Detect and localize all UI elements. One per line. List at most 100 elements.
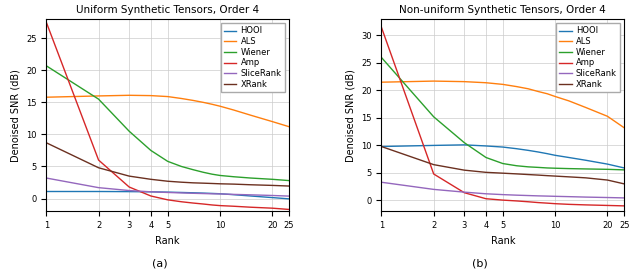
Amp xyxy=(499,198,507,202)
ALS xyxy=(524,87,532,91)
Amp xyxy=(189,201,197,205)
HOOI xyxy=(178,191,186,194)
Amp xyxy=(247,206,255,209)
Amp xyxy=(604,204,611,207)
Amp xyxy=(42,21,50,24)
XRank xyxy=(499,172,507,175)
SliceRank xyxy=(513,193,520,197)
Wiener xyxy=(378,56,385,59)
XRank xyxy=(199,182,207,185)
HOOI xyxy=(268,196,276,199)
SliceRank xyxy=(189,192,197,195)
Amp xyxy=(285,208,293,211)
ALS xyxy=(534,90,542,93)
SliceRank xyxy=(178,191,186,195)
Wiener xyxy=(95,98,102,101)
ALS xyxy=(178,97,186,100)
Amp xyxy=(95,159,102,162)
XRank xyxy=(216,182,224,185)
SliceRank xyxy=(125,189,133,192)
Wiener xyxy=(513,164,520,167)
Amp xyxy=(147,194,155,198)
HOOI xyxy=(208,192,216,195)
HOOI xyxy=(230,193,237,196)
ALS xyxy=(582,106,589,109)
SliceRank xyxy=(565,195,573,198)
SliceRank xyxy=(268,194,276,197)
ALS xyxy=(268,120,276,123)
SliceRank xyxy=(230,193,237,196)
Amp xyxy=(199,202,207,206)
ALS xyxy=(147,94,155,97)
ALS xyxy=(620,126,628,130)
ALS xyxy=(125,94,133,97)
ALS xyxy=(604,115,611,118)
SliceRank xyxy=(247,193,255,196)
Y-axis label: Denoised SNR (dB): Denoised SNR (dB) xyxy=(10,69,20,162)
Amp xyxy=(565,203,573,206)
SliceRank xyxy=(42,176,50,180)
ALS xyxy=(208,103,216,106)
HOOI xyxy=(95,190,102,193)
ALS xyxy=(285,125,293,128)
ALS xyxy=(499,83,507,86)
Wiener xyxy=(125,130,133,133)
Wiener xyxy=(164,160,172,163)
HOOI xyxy=(604,163,611,166)
Amp xyxy=(582,203,589,207)
Amp xyxy=(378,25,385,29)
X-axis label: Rank: Rank xyxy=(156,236,180,246)
Amp xyxy=(230,205,237,208)
Amp xyxy=(534,201,542,204)
Amp xyxy=(543,202,551,205)
Wiener xyxy=(604,168,611,171)
Amp xyxy=(268,207,276,210)
X-axis label: Rank: Rank xyxy=(491,236,515,246)
XRank xyxy=(95,166,102,169)
XRank xyxy=(543,174,551,177)
Wiener xyxy=(189,168,197,171)
Wiener xyxy=(543,166,551,170)
Amp xyxy=(482,197,490,200)
Amp xyxy=(178,200,186,203)
ALS xyxy=(247,114,255,117)
Wiener xyxy=(551,167,559,170)
HOOI xyxy=(620,166,628,170)
XRank xyxy=(189,181,197,185)
Amp xyxy=(164,198,172,201)
SliceRank xyxy=(582,195,589,199)
ALS xyxy=(513,85,520,88)
XRank xyxy=(208,182,216,185)
SliceRank xyxy=(482,192,490,195)
HOOI xyxy=(524,149,532,152)
Amp xyxy=(216,204,224,207)
ALS xyxy=(482,81,490,84)
Amp xyxy=(430,172,438,176)
Y-axis label: Denoised SNR (dB): Denoised SNR (dB) xyxy=(346,69,355,162)
HOOI xyxy=(513,147,520,150)
SliceRank xyxy=(208,192,216,195)
Amp xyxy=(620,204,628,208)
Wiener xyxy=(268,178,276,181)
Line: ALS: ALS xyxy=(46,95,289,127)
Wiener xyxy=(42,64,50,67)
Line: XRank: XRank xyxy=(46,143,289,186)
XRank xyxy=(551,175,559,178)
XRank xyxy=(460,169,468,172)
XRank xyxy=(604,178,611,182)
HOOI xyxy=(285,197,293,201)
ALS xyxy=(95,94,102,98)
Line: Amp: Amp xyxy=(46,22,289,209)
Wiener xyxy=(285,179,293,182)
Wiener xyxy=(230,175,237,178)
XRank xyxy=(285,185,293,188)
XRank xyxy=(524,173,532,176)
HOOI xyxy=(499,146,507,149)
HOOI xyxy=(543,152,551,155)
HOOI xyxy=(42,190,50,193)
Legend: HOOI, ALS, Wiener, Amp, SliceRank, XRank: HOOI, ALS, Wiener, Amp, SliceRank, XRank xyxy=(221,23,285,92)
SliceRank xyxy=(285,195,293,198)
Amp xyxy=(551,202,559,205)
HOOI xyxy=(216,192,224,195)
Wiener xyxy=(582,167,589,170)
